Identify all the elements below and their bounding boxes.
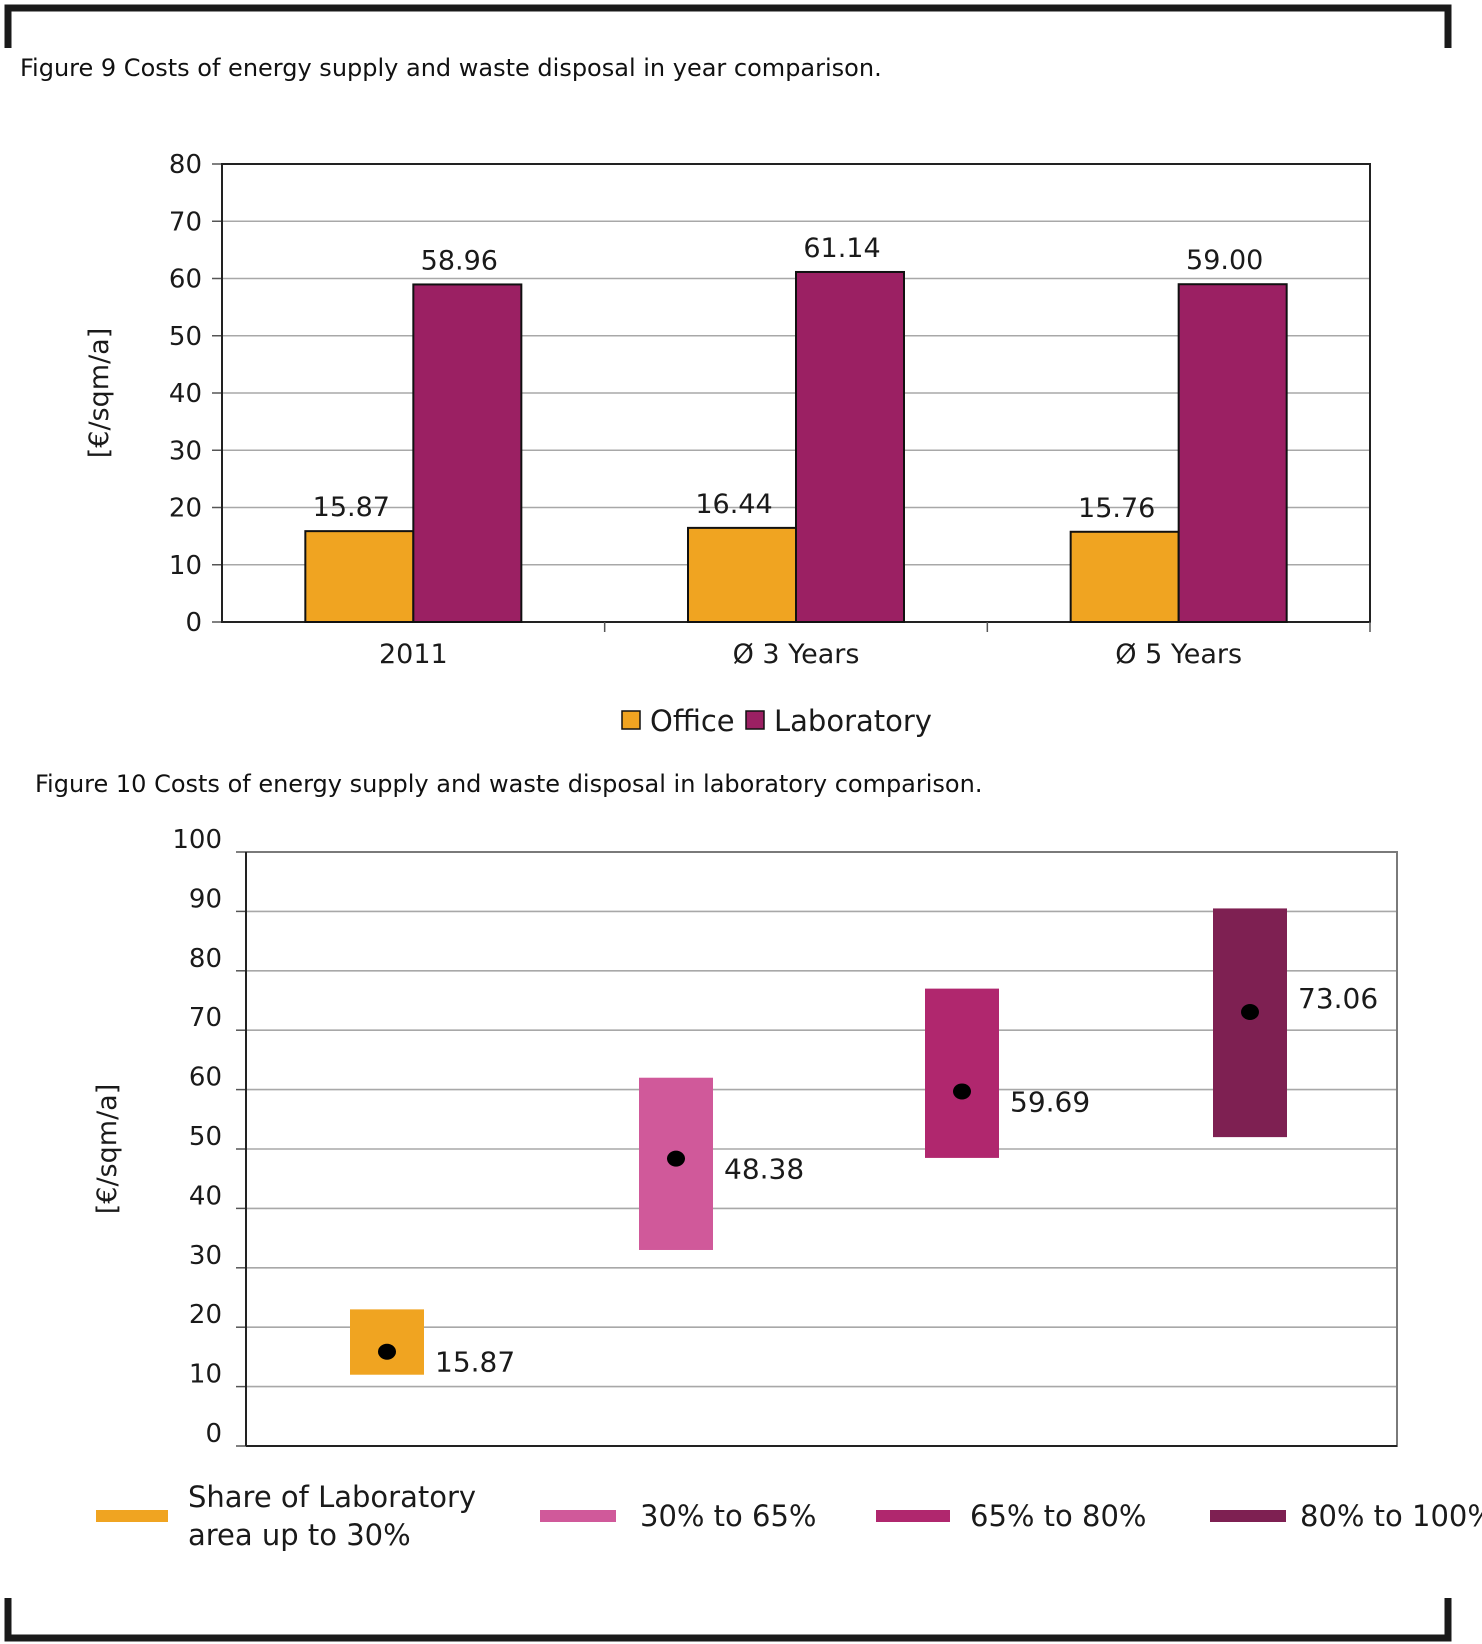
legend-swatch bbox=[540, 1510, 616, 1522]
y-tick-label: 60 bbox=[189, 1063, 222, 1093]
data-label: 58.96 bbox=[421, 245, 498, 276]
mean-value-label: 48.38 bbox=[724, 1153, 804, 1186]
legend-swatch-laboratory bbox=[745, 710, 765, 730]
y-tick-label: 70 bbox=[169, 207, 202, 237]
y-tick-label: 0 bbox=[205, 1419, 222, 1449]
legend-label: 65% to 80% bbox=[970, 1499, 1146, 1533]
legend-swatch bbox=[876, 1510, 950, 1522]
y-axis-label: [€/sqm/a] bbox=[84, 328, 115, 459]
bar-laboratory bbox=[1177, 283, 1288, 623]
bar-office bbox=[1069, 530, 1180, 623]
data-label: 15.76 bbox=[1078, 493, 1155, 524]
data-label: 16.44 bbox=[695, 489, 772, 520]
range-box bbox=[350, 1309, 424, 1375]
mean-value-label: 73.06 bbox=[1298, 982, 1378, 1015]
y-tick-label: 20 bbox=[169, 494, 202, 524]
y-tick-label: 80 bbox=[189, 944, 222, 974]
figure-9-bar-chart: 0 10 20 30 40 50 60 70 80 [€/sqm/a] 2011 15.87 58.96… bbox=[84, 150, 1371, 738]
y-tick-label: 30 bbox=[169, 436, 202, 466]
mean-marker bbox=[953, 1083, 971, 1100]
y-tick-label: 40 bbox=[189, 1181, 222, 1211]
mean-marker bbox=[1241, 1004, 1259, 1021]
legend-label: Share of Laboratory bbox=[188, 1480, 476, 1514]
y-tick-label: 60 bbox=[169, 265, 202, 295]
range-box bbox=[925, 988, 999, 1158]
legend-label-laboratory: Laboratory bbox=[774, 704, 932, 738]
legend-label-office: Office bbox=[650, 704, 735, 738]
y-axis-label: [€/sqm/a] bbox=[92, 1084, 123, 1215]
y-tick-label: 100 bbox=[172, 825, 222, 855]
legend-label: area up to 30% bbox=[188, 1518, 411, 1552]
mean-marker bbox=[667, 1150, 685, 1167]
frame-bottom-line bbox=[4, 1598, 1452, 1642]
y-tick-label: 10 bbox=[169, 551, 202, 581]
mean-marker bbox=[378, 1343, 396, 1360]
y-tick-label: 40 bbox=[169, 379, 202, 409]
y-tick-label: 50 bbox=[169, 322, 202, 352]
mean-value-label: 59.69 bbox=[1010, 1085, 1090, 1118]
x-tick-label: Ø 3 Years bbox=[733, 639, 860, 670]
legend-swatch bbox=[96, 1510, 168, 1522]
bar-office bbox=[304, 530, 415, 623]
range-box bbox=[1213, 908, 1287, 1138]
mean-value-label: 15.87 bbox=[435, 1346, 515, 1379]
y-tick-label: 30 bbox=[189, 1241, 222, 1271]
y-tick-label: 80 bbox=[169, 150, 202, 180]
bar-laboratory bbox=[795, 270, 905, 623]
frame-top-line bbox=[4, 4, 1452, 48]
y-tick-label: 90 bbox=[189, 884, 222, 914]
x-tick-label: Ø 5 Years bbox=[1115, 639, 1242, 670]
y-tick-label: 10 bbox=[189, 1360, 222, 1390]
bar-office bbox=[687, 526, 797, 623]
figure-10-title: Figure 10 Costs of energy supply and was… bbox=[35, 770, 983, 798]
legend-swatch-office bbox=[621, 710, 641, 730]
x-tick-label: 2011 bbox=[379, 639, 448, 670]
bar-laboratory bbox=[412, 283, 523, 623]
y-tick-label: 0 bbox=[185, 608, 202, 638]
legend-swatch bbox=[1210, 1510, 1286, 1522]
y-tick-label: 50 bbox=[189, 1122, 222, 1152]
y-tick-label: 20 bbox=[189, 1300, 222, 1330]
data-label: 59.00 bbox=[1186, 245, 1263, 276]
data-label: 61.14 bbox=[803, 233, 880, 264]
y-tick-label: 70 bbox=[189, 1003, 222, 1033]
legend-label: 80% to 100% bbox=[1300, 1499, 1482, 1533]
legend-label: 30% to 65% bbox=[640, 1499, 816, 1533]
data-label: 15.87 bbox=[313, 492, 390, 523]
figure-9-title: Figure 9 Costs of energy supply and wast… bbox=[20, 54, 882, 82]
